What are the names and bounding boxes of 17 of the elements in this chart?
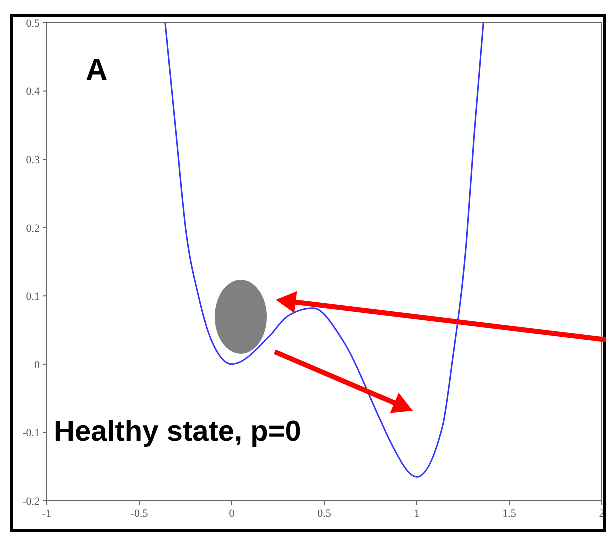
y-tick-label: 0	[34, 359, 40, 372]
annotation: Healthy state, p=0	[54, 416, 302, 449]
y-tick-label: 0.3	[26, 154, 40, 166]
y-tick-label: 0.5	[26, 18, 40, 30]
y-tick-label: -0.1	[22, 428, 40, 440]
x-tick-label: -1	[42, 508, 52, 520]
y-tick-label: -0.2	[22, 496, 40, 508]
x-tick-label: 1.5	[502, 508, 517, 520]
line-series	[164, 23, 484, 478]
x-tick-label: 1	[414, 508, 420, 520]
y-tick-label: 0.4	[26, 86, 40, 98]
annotation: A	[86, 54, 108, 88]
y-tick-label: 0.2	[26, 222, 40, 235]
x-tick-label: 0	[229, 508, 236, 520]
x-tick-label: 0.5	[318, 508, 332, 520]
y-tick-label: 0.1	[26, 291, 40, 304]
x-tick-label: -0.5	[130, 508, 149, 520]
